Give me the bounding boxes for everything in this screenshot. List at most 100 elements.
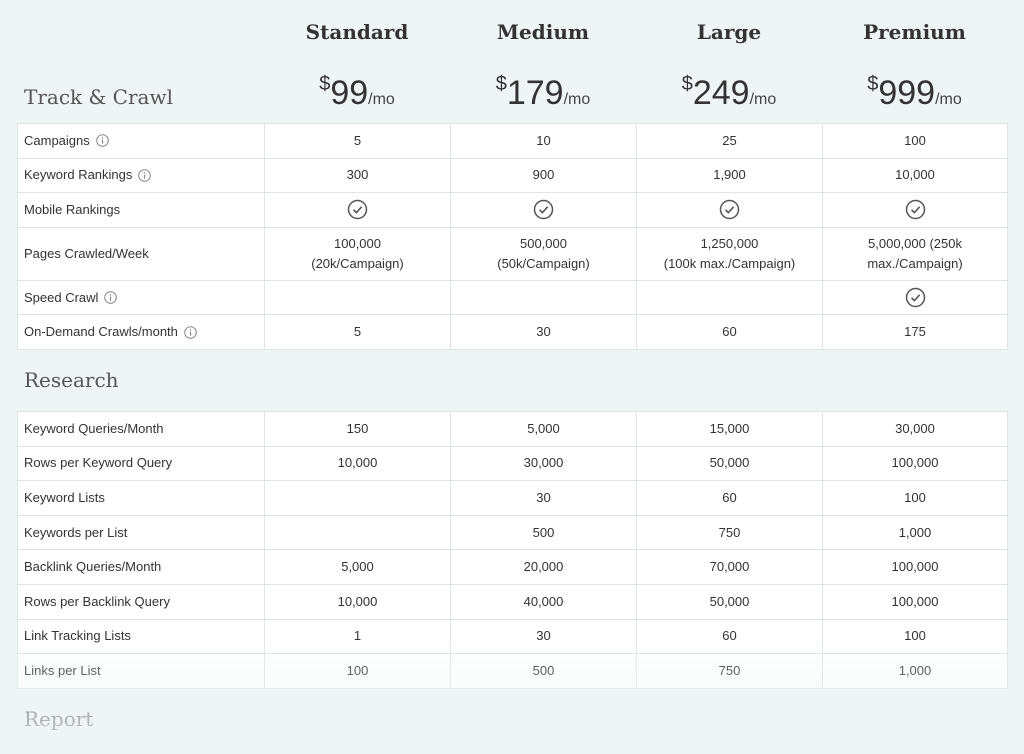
feature-value: 30,000	[451, 446, 637, 482]
value-text: 5,000	[341, 559, 374, 575]
feature-label: Keyword Queries/Month	[18, 411, 265, 447]
feature-name: Speed Crawl	[24, 289, 99, 305]
section-title: Research	[24, 368, 119, 393]
feature-name: Backlink Queries/Month	[24, 559, 162, 575]
feature-label: Keywords per List	[18, 515, 265, 551]
feature-value: 100	[823, 481, 1008, 516]
value-text: 10,000	[337, 455, 378, 471]
value-text: 30	[536, 324, 551, 340]
value-text: 100	[346, 662, 369, 678]
feature-value: 100,000	[823, 446, 1008, 482]
value-text: 150	[346, 420, 369, 436]
feature-name: Link Tracking Lists	[24, 628, 131, 644]
value-text: 5	[353, 132, 362, 148]
check-icon	[719, 200, 740, 220]
feature-value: 60	[637, 315, 823, 350]
value-text: 20,000	[523, 559, 564, 575]
feature-name: Pages Crawled/Week	[24, 245, 149, 261]
plan-names: Standard Medium Large Premium	[17, 0, 1024, 64]
value-line: (50k/Campaign)	[497, 255, 590, 271]
feature-label: Mobile Rankings	[18, 193, 265, 228]
info-icon[interactable]	[184, 325, 197, 339]
feature-value	[265, 515, 451, 551]
feature-value: 100	[265, 654, 451, 689]
price-currency: $	[319, 73, 331, 95]
feature-value: 40,000	[451, 584, 637, 620]
price-currency: $	[867, 73, 879, 95]
value-text: 100	[904, 132, 926, 148]
price-amount: 249	[692, 74, 750, 112]
price-period: /mo	[749, 91, 777, 108]
value-text: 5	[353, 324, 362, 340]
value-text: 60	[722, 324, 737, 340]
feature-label: Rows per Keyword Query	[18, 446, 265, 482]
feature-value: 500	[451, 515, 637, 551]
feature-value: 70,000	[637, 550, 823, 585]
price-amount: 179	[506, 74, 564, 112]
value-line: 5,000,000 (250k	[868, 235, 962, 251]
feature-value: 60	[637, 619, 823, 655]
value-line: 1,250,000	[700, 235, 759, 251]
value-line: 500,000	[520, 235, 567, 251]
plan-name: Large	[696, 20, 762, 44]
info-icon[interactable]	[104, 291, 118, 304]
feature-value: 30	[451, 315, 637, 350]
feature-label: Campaigns	[18, 124, 265, 159]
feature-value: 750	[637, 515, 823, 551]
feature-value	[265, 193, 451, 228]
feature-table: Keyword Queries/Month 150 5,000 15,000 30,00…	[17, 410, 1008, 689]
value-text: 15,000	[709, 420, 750, 436]
feature-value: 100,000 (20k/Campaign)	[265, 227, 451, 281]
value-text: 175	[904, 324, 926, 340]
feature-label: Link Tracking Lists	[18, 619, 265, 655]
value-text: 100	[904, 628, 926, 644]
value-text: 900	[532, 167, 555, 183]
feature-value: 750	[637, 654, 823, 689]
value-text: 60	[722, 489, 737, 505]
feature-label: Keyword Lists	[18, 481, 265, 516]
feature-name: On-Demand Crawls/month	[24, 324, 178, 340]
feature-value: 30,000	[823, 411, 1008, 447]
info-icon[interactable]	[95, 134, 109, 148]
feature-value: 100	[823, 619, 1008, 655]
feature-value: 1	[265, 619, 451, 655]
check-icon	[347, 200, 368, 220]
feature-value: 900	[451, 158, 637, 194]
feature-value: 100,000	[823, 584, 1008, 620]
value-text: 100	[904, 489, 926, 505]
feature-value: 10	[451, 124, 637, 159]
feature-value: 500	[451, 654, 637, 689]
value-line: (20k/Campaign)	[311, 255, 404, 271]
feature-value	[451, 280, 637, 316]
value-text: 1,000	[898, 524, 932, 540]
feature-label: Rows per Backlink Query	[18, 584, 265, 620]
feature-name: Keyword Rankings	[24, 167, 133, 183]
check-icon	[905, 287, 925, 308]
feature-value: 15,000	[637, 411, 823, 447]
value-line: 100,000	[334, 235, 381, 251]
value-text: 50,000	[709, 593, 750, 609]
feature-value: 50,000	[637, 446, 823, 482]
price-amount: 99	[330, 74, 369, 112]
price-period: /mo	[368, 91, 395, 108]
value-text: 100,000	[891, 559, 939, 575]
feature-name: Campaigns	[24, 132, 90, 148]
feature-name: Rows per Backlink Query	[24, 593, 170, 609]
info-icon[interactable]	[138, 169, 152, 182]
check-icon	[905, 200, 925, 220]
value-text: 30	[536, 489, 551, 505]
price-amount: 999	[878, 74, 936, 112]
value-text: 25	[722, 132, 737, 148]
section-title: Track & Crawl	[24, 85, 173, 109]
feature-value	[265, 280, 451, 316]
feature-name: Links per List	[24, 662, 101, 678]
feature-value: 1,000	[823, 654, 1008, 689]
plan-name: Standard	[305, 20, 409, 44]
value-text: 30,000	[895, 420, 935, 436]
feature-value: 5,000	[265, 550, 451, 585]
feature-value: 300	[265, 158, 451, 194]
feature-value: 10,000	[823, 158, 1008, 194]
value-line: max./Campaign)	[867, 255, 963, 271]
value-text: 40,000	[523, 593, 564, 609]
